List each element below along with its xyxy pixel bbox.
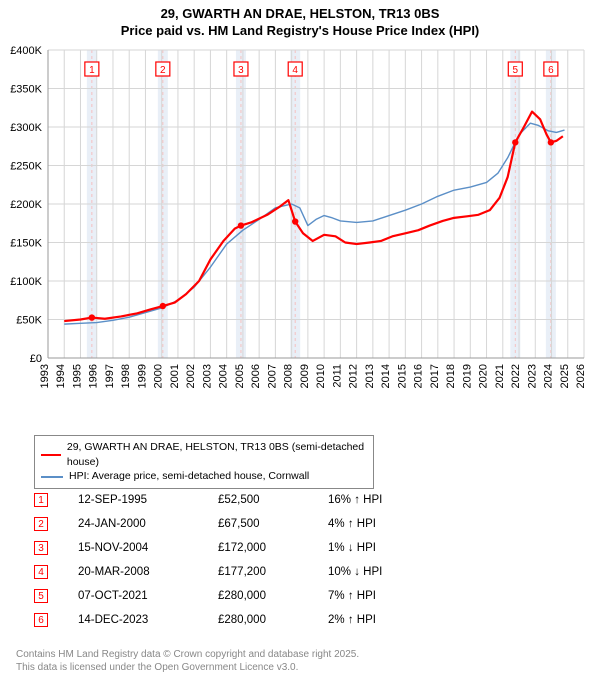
svg-text:1999: 1999: [136, 364, 148, 388]
sale-pct-vs-hpi: 1% ↓ HPI: [328, 542, 428, 554]
sale-pct-vs-hpi: 10% ↓ HPI: [328, 566, 428, 578]
svg-text:3: 3: [238, 65, 244, 76]
sale-price: £67,500: [218, 518, 328, 530]
svg-text:2013: 2013: [364, 364, 376, 388]
legend-row-1: 29, GWARTH AN DRAE, HELSTON, TR13 0BS (s…: [41, 440, 367, 469]
svg-text:5: 5: [513, 65, 519, 76]
price-chart-svg: £0 £50K £100K £150K £200K £250K £300K £350K £400…: [0, 42, 600, 394]
svg-text:2012: 2012: [348, 364, 360, 388]
svg-text:1993: 1993: [39, 364, 51, 388]
svg-text:2006: 2006: [250, 364, 262, 388]
sale-pct-vs-hpi: 7% ↑ HPI: [328, 590, 428, 602]
svg-text:2007: 2007: [266, 364, 278, 388]
sale-row: 3 15-NOV-2004£172,0001% ↓ HPI: [34, 536, 428, 560]
legend-swatch-price-paid: [41, 454, 61, 456]
svg-text:2020: 2020: [478, 364, 490, 388]
sale-marker: 1: [34, 493, 48, 507]
legend-label-price-paid: 29, GWARTH AN DRAE, HELSTON, TR13 0BS (s…: [67, 440, 367, 469]
svg-text:£350K: £350K: [10, 84, 42, 96]
sale-row: 6 14-DEC-2023£280,0002% ↑ HPI: [34, 608, 428, 632]
sale-row: 5 07-OCT-2021£280,0007% ↑ HPI: [34, 584, 428, 608]
svg-text:2023: 2023: [526, 364, 538, 388]
chart-title: 29, GWARTH AN DRAE, HELSTON, TR13 0BS Pr…: [0, 0, 600, 40]
sale-marker: 4: [34, 565, 48, 579]
sale-row: 1 12-SEP-1995£52,50016% ↑ HPI: [34, 488, 428, 512]
svg-text:2017: 2017: [429, 364, 441, 388]
sale-marker: 5: [34, 589, 48, 603]
sale-marker: 6: [34, 613, 48, 627]
svg-text:£150K: £150K: [10, 238, 42, 250]
svg-text:£0: £0: [30, 353, 42, 365]
svg-text:1996: 1996: [88, 364, 100, 388]
title-line2: Price paid vs. HM Land Registry's House …: [121, 23, 480, 38]
svg-text:2019: 2019: [461, 364, 473, 388]
svg-text:2009: 2009: [299, 364, 311, 388]
svg-text:4: 4: [292, 65, 298, 76]
sale-date: 20-MAR-2008: [78, 566, 218, 578]
sale-marker: 2: [34, 517, 48, 531]
svg-text:2011: 2011: [331, 364, 343, 388]
sale-price: £172,000: [218, 542, 328, 554]
sale-marker: 3: [34, 541, 48, 555]
svg-text:2000: 2000: [153, 364, 165, 388]
svg-text:2024: 2024: [543, 364, 555, 388]
title-line1: 29, GWARTH AN DRAE, HELSTON, TR13 0BS: [161, 6, 440, 21]
svg-text:1995: 1995: [71, 364, 83, 388]
svg-text:£400K: £400K: [10, 45, 42, 57]
legend-row-2: HPI: Average price, semi-detached house,…: [41, 469, 367, 484]
svg-text:2003: 2003: [201, 364, 213, 388]
svg-text:1: 1: [89, 65, 95, 76]
svg-text:1994: 1994: [55, 364, 67, 388]
svg-text:2010: 2010: [315, 364, 327, 388]
svg-text:2015: 2015: [396, 364, 408, 388]
sale-date: 15-NOV-2004: [78, 542, 218, 554]
svg-text:2014: 2014: [380, 364, 392, 388]
sale-pct-vs-hpi: 2% ↑ HPI: [328, 614, 428, 626]
sale-price: £280,000: [218, 614, 328, 626]
footer: Contains HM Land Registry data © Crown c…: [16, 649, 359, 674]
svg-text:2001: 2001: [169, 364, 181, 388]
sales-table: 1 12-SEP-1995£52,50016% ↑ HPI 2 24-JAN-2000…: [34, 488, 428, 632]
svg-text:2005: 2005: [234, 364, 246, 388]
svg-text:2026: 2026: [575, 364, 587, 388]
svg-text:6: 6: [548, 65, 554, 76]
legend-label-hpi: HPI: Average price, semi-detached house,…: [69, 469, 309, 484]
sale-pct-vs-hpi: 4% ↑ HPI: [328, 518, 428, 530]
chart-area: £0 £50K £100K £150K £200K £250K £300K £350K £400…: [0, 42, 600, 394]
svg-text:2004: 2004: [218, 364, 230, 388]
svg-text:2018: 2018: [445, 364, 457, 388]
sale-price: £52,500: [218, 494, 328, 506]
svg-text:£250K: £250K: [10, 161, 42, 173]
sale-date: 24-JAN-2000: [78, 518, 218, 530]
svg-text:2025: 2025: [559, 364, 571, 388]
sale-pct-vs-hpi: 16% ↑ HPI: [328, 494, 428, 506]
svg-text:£100K: £100K: [10, 276, 42, 288]
svg-text:1997: 1997: [104, 364, 116, 388]
svg-text:2: 2: [160, 65, 166, 76]
svg-text:£300K: £300K: [10, 122, 42, 134]
footer-line2: This data is licensed under the Open Gov…: [16, 662, 298, 673]
svg-text:2002: 2002: [185, 364, 197, 388]
sale-date: 14-DEC-2023: [78, 614, 218, 626]
svg-text:2021: 2021: [494, 364, 506, 388]
sale-date: 07-OCT-2021: [78, 590, 218, 602]
legend: 29, GWARTH AN DRAE, HELSTON, TR13 0BS (s…: [34, 435, 374, 489]
sale-row: 2 24-JAN-2000£67,5004% ↑ HPI: [34, 512, 428, 536]
footer-line1: Contains HM Land Registry data © Crown c…: [16, 649, 359, 660]
svg-text:1998: 1998: [120, 364, 132, 388]
sale-row: 4 20-MAR-2008£177,20010% ↓ HPI: [34, 560, 428, 584]
sale-price: £177,200: [218, 566, 328, 578]
legend-swatch-hpi: [41, 476, 63, 478]
sale-price: £280,000: [218, 590, 328, 602]
svg-text:2016: 2016: [413, 364, 425, 388]
svg-text:2022: 2022: [510, 364, 522, 388]
svg-text:£50K: £50K: [16, 315, 42, 327]
svg-text:2008: 2008: [283, 364, 295, 388]
svg-text:£200K: £200K: [10, 199, 42, 211]
sale-date: 12-SEP-1995: [78, 494, 218, 506]
